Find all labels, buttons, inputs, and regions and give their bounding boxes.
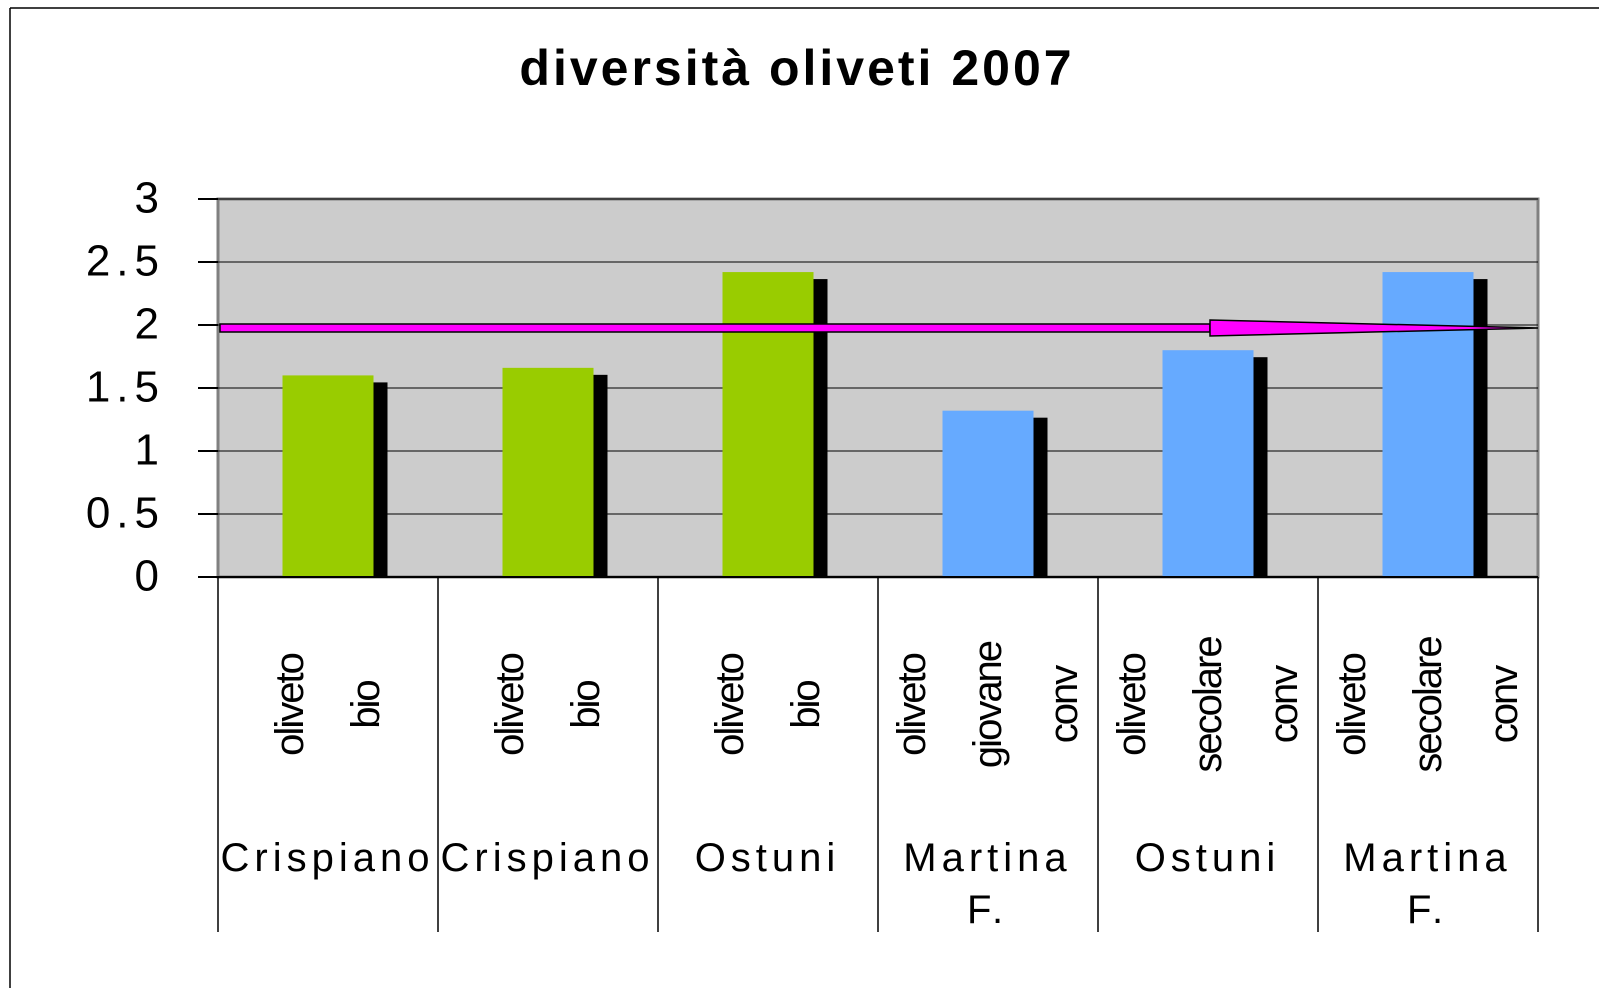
arrow-shaft bbox=[219, 323, 1211, 333]
x-tick-label: Martina F. bbox=[1343, 836, 1512, 932]
x-tick-label: Martina F. bbox=[903, 836, 1072, 932]
x-tick-label: Ostuni bbox=[1134, 836, 1281, 880]
x-subcategory-label: oliveto bio bbox=[488, 654, 608, 756]
y-tick-label: 1 bbox=[135, 426, 165, 475]
y-tick-label: 0 bbox=[135, 552, 165, 601]
bar bbox=[722, 272, 814, 577]
y-tick-label: 0.5 bbox=[86, 489, 165, 538]
x-tick-label: Crispiano bbox=[220, 836, 435, 880]
arrow bbox=[219, 319, 1539, 337]
bar-shadow bbox=[1473, 279, 1488, 577]
x-subcategory-label: oliveto bio bbox=[708, 654, 828, 756]
bar bbox=[1382, 272, 1474, 577]
y-tick-label: 1.5 bbox=[86, 363, 165, 412]
bar-shadow bbox=[593, 374, 608, 577]
x-subcategory-label: oliveto giovane conv bbox=[890, 641, 1086, 769]
x-subcategory-label: oliveto bio bbox=[268, 654, 388, 756]
bar bbox=[282, 375, 374, 577]
y-tick-label: 3 bbox=[135, 174, 165, 223]
bar-shadow bbox=[373, 382, 388, 577]
x-subcategory-label: oliveto secolare conv bbox=[1330, 637, 1526, 773]
x-tick-label: Crispiano bbox=[440, 836, 655, 880]
y-tick-label: 2 bbox=[135, 300, 165, 349]
bar bbox=[942, 410, 1034, 577]
bar bbox=[1162, 350, 1254, 577]
arrow-head bbox=[1209, 319, 1539, 337]
bar bbox=[502, 367, 594, 577]
chart-title: diversità oliveti 2007 bbox=[519, 40, 1074, 96]
bar-shadow bbox=[813, 279, 828, 577]
x-subcategory-label: oliveto secolare conv bbox=[1110, 637, 1306, 773]
bar-shadow bbox=[1253, 357, 1268, 577]
bar-shadow bbox=[1033, 417, 1048, 577]
x-tick-label: Ostuni bbox=[694, 836, 841, 880]
y-tick-label: 2.5 bbox=[86, 237, 165, 286]
